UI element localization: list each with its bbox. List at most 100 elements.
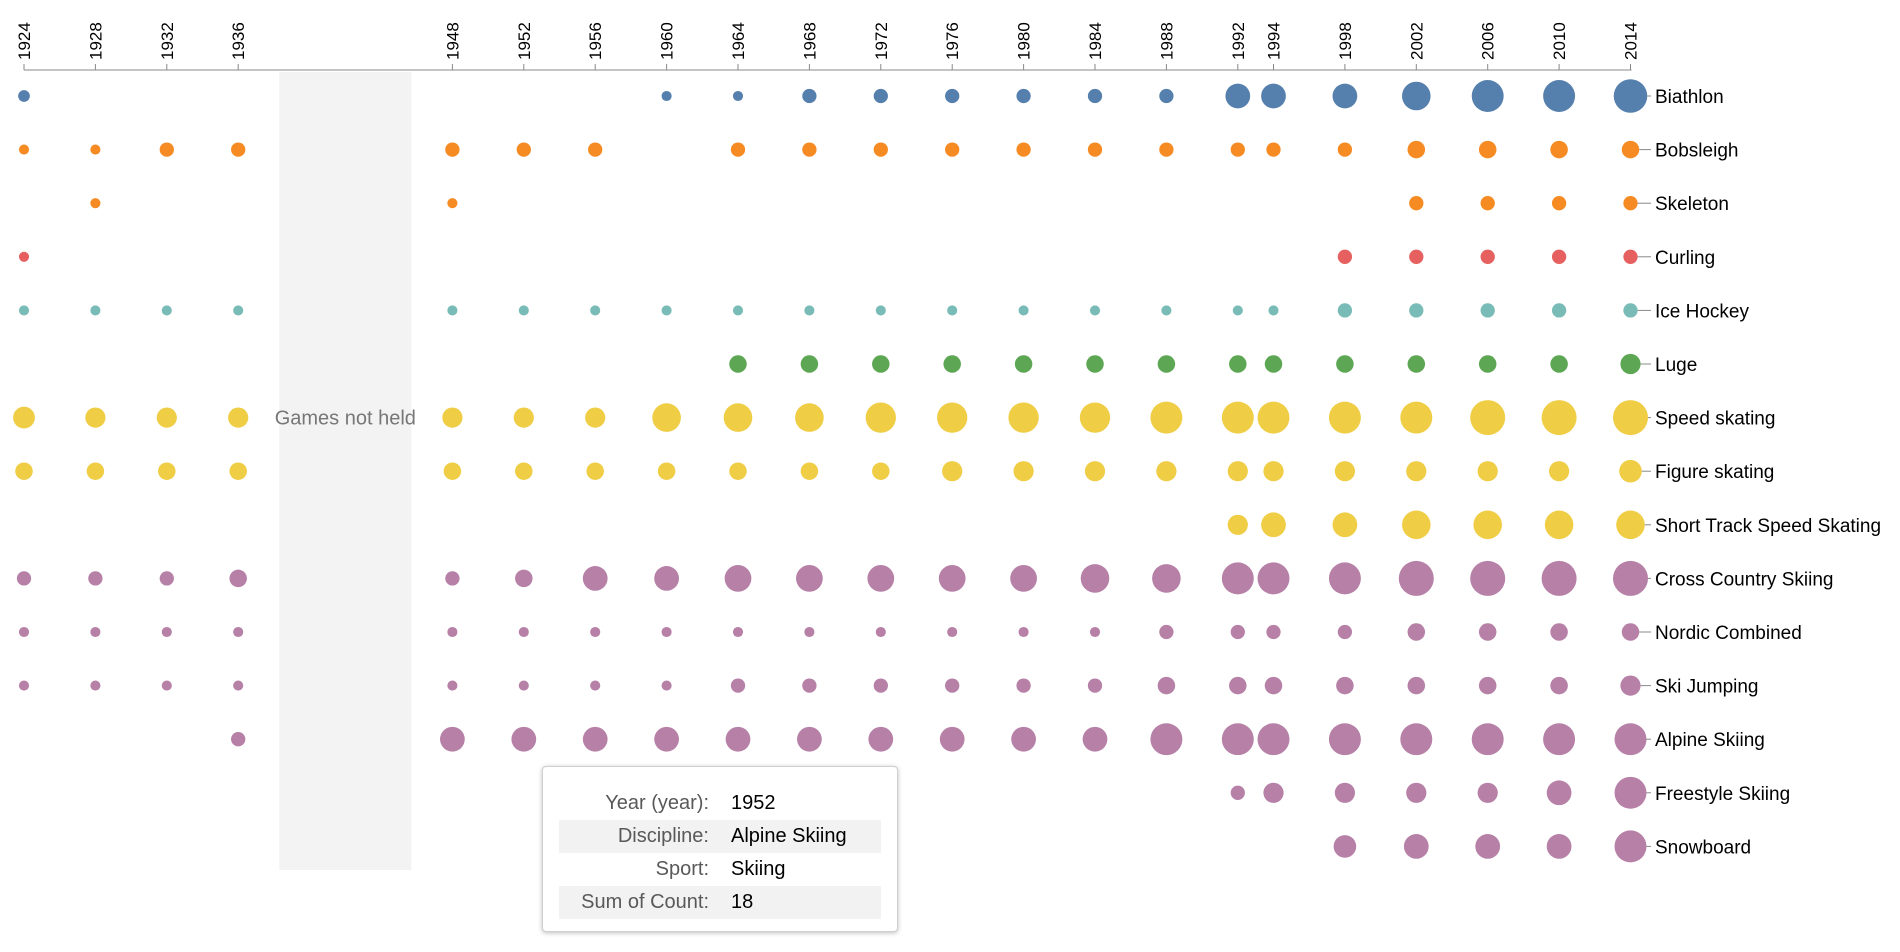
data-point (1082, 726, 1108, 752)
data-point (585, 407, 606, 428)
data-point (518, 626, 529, 638)
year-tick-label: 1976 (943, 22, 962, 60)
year-tick-label: 1928 (86, 22, 105, 60)
data-point (1263, 782, 1284, 803)
discipline-label: Alpine Skiing (1655, 730, 1765, 751)
data-point (723, 403, 753, 432)
data-point (1478, 676, 1497, 695)
data-point (1337, 249, 1353, 264)
year-tick-label: 2002 (1407, 22, 1426, 60)
data-point (867, 565, 895, 592)
data-point (18, 144, 30, 155)
data-point (1621, 140, 1640, 159)
data-point (18, 680, 30, 691)
year-tick-label: 1960 (658, 22, 677, 60)
data-point (516, 142, 531, 157)
data-point (1257, 723, 1290, 756)
tooltip-row-sport: Sport: Skiing (559, 853, 881, 886)
data-point (518, 305, 529, 316)
discipline-label: Luge (1655, 355, 1697, 376)
data-point (1480, 303, 1495, 318)
data-point (1337, 624, 1353, 640)
data-point (442, 407, 463, 428)
data-point (1332, 83, 1358, 109)
data-point (1546, 834, 1572, 859)
data-point (802, 142, 817, 157)
data-point (1475, 834, 1501, 859)
data-point (1227, 461, 1248, 482)
discipline-row: Alpine Skiing (231, 723, 1765, 756)
data-point (590, 626, 601, 638)
data-point (661, 680, 672, 691)
data-point (161, 305, 172, 316)
year-tick-label: 1998 (1336, 22, 1355, 60)
data-point (800, 462, 819, 480)
data-point (513, 407, 534, 428)
data-point (228, 407, 249, 428)
data-point (1406, 782, 1427, 803)
data-point (231, 142, 246, 157)
tooltip-value-sport: Skiing (731, 858, 786, 880)
data-point (1261, 83, 1286, 109)
data-point (875, 305, 886, 316)
discipline-row: Curling (18, 248, 1715, 269)
data-point (1478, 355, 1497, 373)
data-point (90, 198, 101, 209)
data-point (85, 407, 106, 428)
data-point (1541, 400, 1577, 436)
data-point (1010, 565, 1037, 592)
data-point (161, 680, 172, 691)
data-point (1471, 723, 1504, 756)
data-point (939, 726, 965, 752)
data-point (1614, 723, 1647, 756)
data-point (447, 626, 458, 638)
data-point (804, 626, 815, 638)
data-point (445, 142, 460, 157)
data-point (1548, 461, 1570, 482)
tooltip-value-discipline: Alpine Skiing (731, 825, 847, 847)
data-point (795, 403, 824, 432)
data-point (1336, 676, 1354, 695)
data-point (873, 142, 888, 157)
data-point (18, 90, 30, 102)
data-point (937, 402, 968, 433)
data-point (1014, 355, 1033, 373)
year-tick-label: 2010 (1550, 22, 1569, 60)
data-point (1334, 461, 1356, 482)
data-point (1266, 624, 1281, 640)
data-point (1016, 678, 1031, 693)
data-point (1232, 305, 1243, 316)
tooltip-row-year: Year (year): 1952 (559, 787, 881, 820)
data-point (1087, 678, 1103, 693)
year-axis: 1924 1928 1932 1936 1948 1952 1956 1960 1964 1968… (15, 22, 1641, 71)
data-point (1227, 514, 1248, 535)
data-point (1551, 196, 1567, 211)
year-tick-label: 2014 (1622, 22, 1641, 60)
data-point (1229, 676, 1247, 695)
data-point (1478, 140, 1497, 159)
discipline-label: Skeleton (1655, 194, 1729, 215)
discipline-label: Ski Jumping (1655, 677, 1759, 698)
data-point (1621, 623, 1640, 641)
data-point (1407, 676, 1426, 695)
data-point (1159, 624, 1174, 640)
data-point (729, 462, 747, 480)
data-point (1264, 676, 1283, 695)
year-tick-label: 1972 (872, 22, 891, 60)
data-point (725, 726, 751, 752)
data-point (1086, 355, 1104, 373)
data-point (515, 462, 533, 480)
data-point (582, 726, 608, 752)
discipline-label: Cross Country Skiing (1655, 569, 1833, 590)
data-point (1619, 459, 1642, 483)
discipline-label: Bobsleigh (1655, 141, 1738, 162)
data-point (724, 565, 752, 592)
discipline-row: Cross Country Skiing (16, 560, 1833, 596)
discipline-label: Nordic Combined (1655, 623, 1802, 644)
discipline-label: Curling (1655, 248, 1715, 269)
year-tick-label: 1948 (443, 22, 462, 60)
data-point (582, 566, 608, 591)
data-point (1011, 726, 1036, 752)
data-point (18, 626, 30, 638)
data-point (1018, 626, 1029, 638)
